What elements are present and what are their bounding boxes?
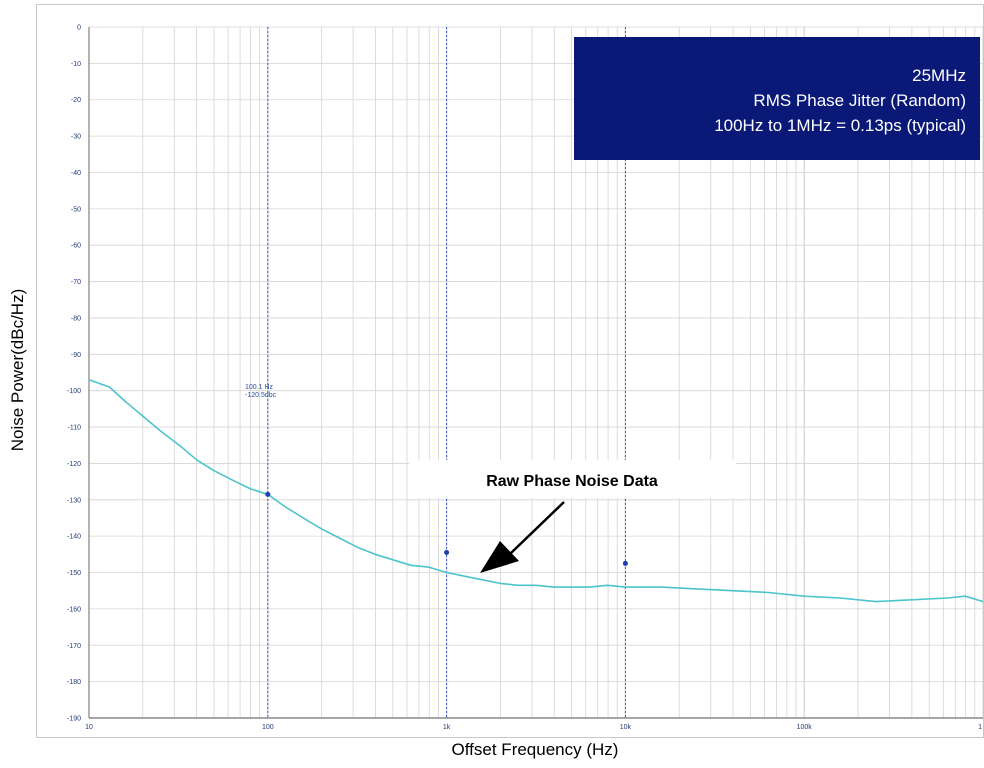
marker-readout: 100.1 Hz -120.5dbc bbox=[245, 384, 277, 399]
y-tick-label: -110 bbox=[68, 425, 82, 432]
callout-arrow-head bbox=[480, 541, 519, 573]
y-tick-label: -190 bbox=[67, 716, 81, 723]
callout-arrow-shaft bbox=[510, 501, 565, 554]
y-tick-label: -130 bbox=[67, 497, 81, 504]
chart-plot: 10 100 1k 10k 100k 1 0 -10 -20 -30 -40 -50 -60 -70 -8… bbox=[67, 25, 983, 731]
y-tick-label: -150 bbox=[67, 570, 81, 577]
y-tick-label: 0 bbox=[77, 25, 81, 32]
y-tick-label: -80 bbox=[71, 315, 81, 322]
marker-point bbox=[265, 491, 271, 497]
x-tick-label: 1k bbox=[443, 724, 451, 731]
y-tick-labels: 0 -10 -20 -30 -40 -50 -60 -70 -80 -90 -100 -110 -120… bbox=[67, 25, 81, 723]
x-tick-labels: 10 100 1k 10k 100k 1 bbox=[85, 724, 982, 731]
y-tick-label: -90 bbox=[71, 352, 81, 359]
info-box-background bbox=[574, 37, 980, 160]
info-box: 25MHz RMS Phase Jitter (Random) 100Hz to… bbox=[574, 37, 980, 160]
marker-point bbox=[444, 550, 450, 556]
x-axis-title: Offset Frequency (Hz) bbox=[451, 740, 619, 759]
x-tick-label: 10 bbox=[85, 724, 93, 731]
y-tick-label: -160 bbox=[67, 606, 81, 613]
info-jitter-value: 100Hz to 1MHz = 0.13ps (typical) bbox=[714, 116, 966, 135]
y-tick-label: -40 bbox=[71, 170, 81, 177]
marker-point bbox=[622, 560, 628, 566]
callout-label: Raw Phase Noise Data bbox=[486, 473, 658, 490]
y-tick-label: -180 bbox=[67, 679, 81, 686]
callout: Raw Phase Noise Data bbox=[409, 460, 736, 573]
x-tick-label: 100 bbox=[262, 724, 274, 731]
marker-points bbox=[265, 491, 628, 566]
series bbox=[88, 379, 983, 603]
y-tick-label: -60 bbox=[71, 243, 81, 250]
marker-readout-freq: 100.1 Hz bbox=[245, 384, 274, 391]
chart-frame: 10 100 1k 10k 100k 1 0 -10 -20 -30 -40 -50 -60 -70 -8… bbox=[36, 4, 984, 738]
y-tick-label: -10 bbox=[71, 61, 81, 68]
y-tick-label: -140 bbox=[67, 534, 81, 541]
y-tick-label: -70 bbox=[71, 279, 81, 286]
y-tick-label: -30 bbox=[71, 134, 81, 141]
y-tick-label: -100 bbox=[67, 388, 81, 395]
info-jitter-title: RMS Phase Jitter (Random) bbox=[753, 91, 966, 110]
y-tick-label: -170 bbox=[67, 643, 81, 650]
info-frequency: 25MHz bbox=[912, 66, 966, 85]
callout-background bbox=[409, 460, 736, 498]
y-tick-label: -20 bbox=[71, 97, 81, 104]
y-tick-label: -120 bbox=[67, 461, 81, 468]
y-axis-title: Noise Power(dBc/Hz) bbox=[8, 289, 28, 452]
x-tick-label: 1 bbox=[978, 724, 982, 731]
y-tick-label: -50 bbox=[71, 206, 81, 213]
axes bbox=[88, 27, 983, 719]
marker-readout-level: -120.5dbc bbox=[245, 392, 277, 399]
y-axis-title-text: Noise Power(dBc/Hz) bbox=[8, 288, 27, 452]
x-tick-label: 10k bbox=[620, 724, 632, 731]
phase-noise-trace bbox=[88, 379, 983, 603]
marker-lines bbox=[267, 27, 626, 718]
x-tick-label: 100k bbox=[797, 724, 813, 731]
